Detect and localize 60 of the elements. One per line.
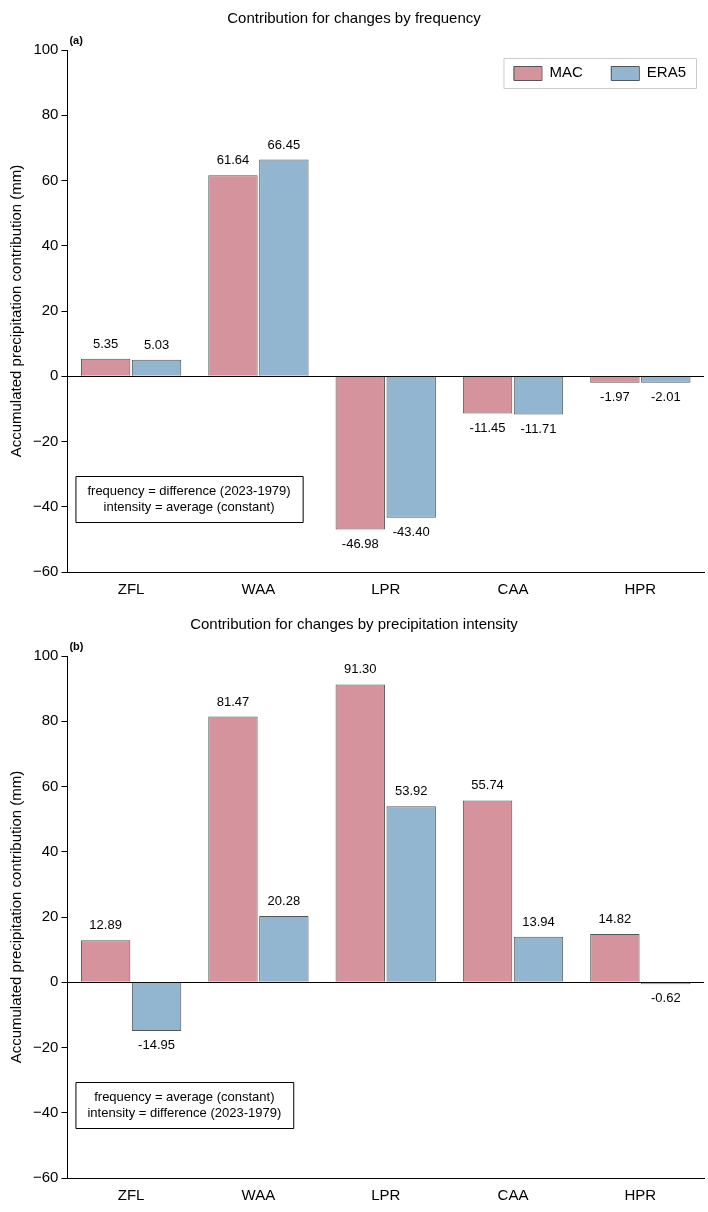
x-tick-label: CAA	[497, 580, 529, 598]
data-label: 55.74	[471, 777, 504, 793]
data-label: 81.47	[216, 693, 250, 709]
data-label: 12.89	[89, 917, 122, 933]
annotation: frequency = average (constant)	[94, 1088, 275, 1104]
text: (a)	[69, 33, 84, 46]
data-label: 53.92	[394, 783, 428, 799]
y-tick-label: 0	[50, 366, 59, 384]
y-tick-label: 60	[41, 776, 59, 794]
data-label: 5.35	[92, 335, 119, 351]
data-label: -46.98	[341, 535, 379, 551]
y-tick-label: −40	[32, 1102, 59, 1120]
data-label: -43.40	[392, 523, 430, 539]
data-label: 13.94	[522, 913, 555, 929]
chart-title: Contribution for changes by frequency	[227, 9, 482, 27]
y-tick-label: 40	[41, 235, 59, 253]
y-tick-label: 0	[50, 972, 59, 990]
y-tick-label: 100	[33, 40, 59, 58]
text: (b)	[69, 639, 84, 652]
x-tick-label: HPR	[624, 1186, 657, 1204]
legend-label: MAC	[549, 63, 583, 81]
chart-title: Contribution for changes by precipitation intensity	[190, 615, 519, 633]
x-tick-label: LPR	[371, 1186, 401, 1204]
x-tick-label: WAA	[241, 1186, 276, 1204]
y-tick-label: 100	[33, 646, 59, 664]
data-label: -11.45	[469, 419, 506, 435]
y-tick-label: 20	[41, 301, 59, 319]
y-tick-label: 80	[41, 105, 59, 123]
y-tick-label: −20	[32, 431, 59, 449]
data-label: -11.71	[520, 420, 557, 436]
data-label: -14.95	[138, 1037, 175, 1053]
y-axis-title: Accumulated precipitation contribution (mm)	[7, 164, 25, 458]
data-label: 66.45	[267, 136, 301, 152]
y-tick-label: 20	[41, 907, 59, 925]
x-tick-label: CAA	[497, 1186, 529, 1204]
annotation: intensity = average (constant)	[103, 498, 275, 514]
data-label: -2.01	[650, 388, 681, 404]
y-tick-label: 60	[41, 170, 59, 188]
data-label: -1.97	[600, 388, 630, 404]
y-tick-label: −20	[32, 1037, 59, 1055]
y-tick-label: −60	[32, 1168, 59, 1186]
x-tick-label: HPR	[624, 580, 657, 598]
annotation: intensity = difference (2023-1979)	[87, 1104, 282, 1120]
y-tick-label: 40	[41, 841, 59, 859]
data-label: 20.28	[267, 893, 301, 909]
x-tick-label: ZFL	[117, 1186, 145, 1204]
y-tick-label: 80	[41, 711, 59, 729]
data-label: 5.03	[143, 336, 170, 352]
y-tick-label: −60	[32, 562, 59, 580]
annotation: frequency = difference (2023-1979)	[87, 482, 291, 498]
data-label: -0.62	[650, 990, 681, 1006]
data-label: 14.82	[598, 910, 632, 926]
data-label: 91.30	[343, 661, 377, 677]
y-tick-label: −40	[32, 496, 59, 514]
y-axis-title: Accumulated precipitation contribution (mm)	[7, 770, 25, 1064]
x-tick-label: LPR	[371, 580, 401, 598]
legend-label: ERA5	[646, 63, 686, 81]
data-label: 61.64	[216, 152, 250, 168]
x-tick-label: WAA	[241, 580, 276, 598]
x-tick-label: ZFL	[117, 580, 145, 598]
